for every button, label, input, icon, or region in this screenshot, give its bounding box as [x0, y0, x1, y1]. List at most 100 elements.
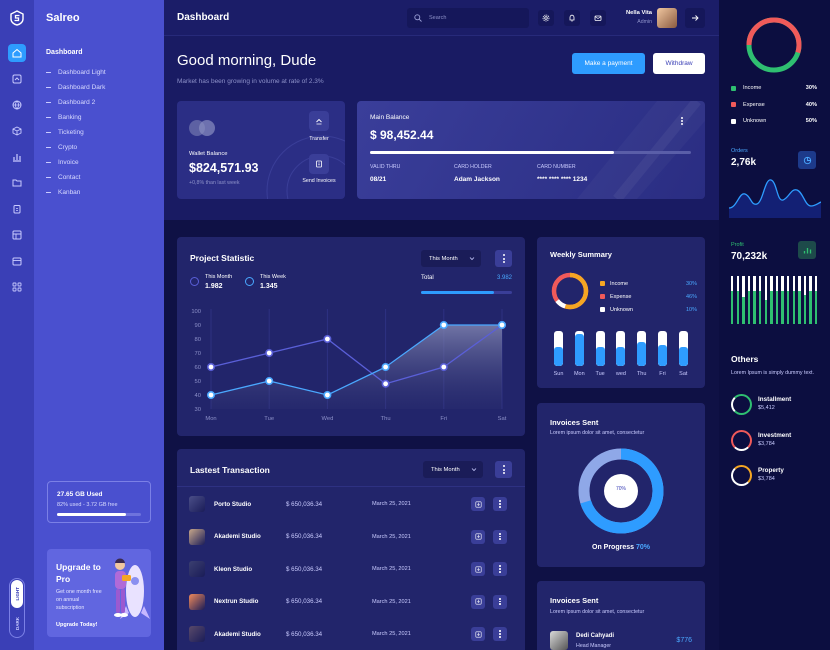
legend-value: 40%	[805, 101, 817, 108]
user-role: Admin	[637, 19, 652, 25]
download-button[interactable]	[471, 562, 485, 576]
others-item-investment[interactable]: Investment $3,784	[731, 430, 821, 454]
sidebar-item-banking[interactable]: Banking	[46, 114, 82, 121]
sidebar-item-label: Kanban	[58, 189, 81, 196]
withdraw-button[interactable]: Withdraw	[653, 53, 705, 74]
weekly-legend-expense: Expense 46%	[600, 290, 697, 303]
legend-value: 30%	[685, 280, 697, 287]
project-menu-button[interactable]	[495, 250, 512, 267]
avatar[interactable]	[657, 8, 677, 28]
project-filter-select[interactable]: This Month	[421, 250, 481, 267]
download-button[interactable]	[471, 594, 485, 609]
sidebar-item-crypto[interactable]: Crypto	[46, 144, 77, 151]
weekly-bar	[595, 331, 605, 366]
transactions-filter-select[interactable]: This Month	[423, 461, 483, 478]
grid-icon[interactable]	[8, 278, 26, 296]
theme-light-option[interactable]: LIGHT	[11, 580, 23, 608]
upgrade-title: Upgrade to Pro	[56, 562, 101, 584]
wallet-label: Wallet Balance	[189, 151, 228, 157]
profit-bar-fill	[798, 290, 801, 324]
sidebar-section-title[interactable]: Dashboard	[46, 49, 83, 56]
globe-icon[interactable]	[8, 96, 26, 114]
sidebar-item-invoice[interactable]: Invoice	[46, 159, 79, 166]
theme-light-label: LIGHT	[14, 587, 20, 601]
wallet-amount: $824,571.93	[189, 161, 259, 175]
balance-menu-button[interactable]	[677, 114, 687, 128]
chart-icon[interactable]	[8, 148, 26, 166]
weekly-day-label: Sun	[553, 371, 564, 377]
table-row[interactable]: Nextrun Studio $ 650,036.34 March 25, 2021	[189, 590, 509, 614]
calendar-icon[interactable]	[8, 252, 26, 270]
weekly-legend: Income 30% Expense 46% Unknown 10%	[600, 277, 697, 316]
brand-name: Salreo	[46, 12, 80, 24]
series-point	[497, 320, 506, 329]
settings-button[interactable]	[538, 10, 554, 26]
download-button[interactable]	[471, 627, 485, 641]
this-week-value: 1.345	[260, 283, 278, 290]
upgrade-desc: Get one month free on annual subscriptio…	[56, 589, 102, 611]
weekly-donut	[551, 272, 589, 310]
transfer-button[interactable]	[309, 111, 329, 131]
folder-icon[interactable]	[8, 174, 26, 192]
this-month-marker	[190, 277, 199, 286]
series-point	[439, 363, 448, 372]
row-menu-button[interactable]	[493, 627, 507, 641]
orders-button[interactable]	[798, 151, 816, 169]
investment-ring	[731, 430, 752, 451]
legend-value: 50%	[805, 118, 817, 125]
profit-button[interactable]	[798, 241, 816, 259]
card-chip-icon	[189, 120, 217, 136]
profit-bar-fill	[781, 290, 784, 324]
row-menu-button[interactable]	[493, 497, 507, 511]
sidebar-item-label: Dashboard Light	[58, 69, 106, 76]
transaction-amount: $ 650,036.34	[286, 565, 323, 573]
download-button[interactable]	[471, 497, 485, 511]
sidebar-item-kanban[interactable]: Kanban	[46, 189, 80, 196]
row-menu-button[interactable]	[493, 594, 507, 609]
others-title: Others	[731, 354, 759, 364]
theme-toggle[interactable]: LIGHT DARK	[9, 578, 25, 638]
row-menu-button[interactable]	[493, 529, 507, 544]
sidebar-item-ticketing[interactable]: Ticketing	[46, 129, 84, 136]
table-row[interactable]: Akademi Studio $ 650,036.34 March 25, 2021	[189, 622, 509, 646]
overview-legend-income: Income 30%	[731, 80, 817, 97]
theme-dark-option[interactable]: DARK	[11, 610, 23, 636]
home-icon[interactable]	[8, 44, 26, 62]
search-input[interactable]: Search	[429, 15, 447, 21]
legend-swatch	[600, 307, 605, 312]
weekly-bar	[678, 331, 688, 366]
legend-label: Expense	[743, 101, 765, 108]
send-invoices-button[interactable]	[309, 154, 329, 174]
storage-bar-fill	[57, 513, 126, 516]
transaction-date: March 25, 2021	[372, 501, 411, 507]
row-menu-button[interactable]	[493, 562, 507, 576]
sidebar-item-dashboard-dark[interactable]: Dashboard Dark	[46, 84, 105, 91]
notifications-button[interactable]	[564, 10, 580, 26]
others-item-installment[interactable]: Installment $5,412	[731, 394, 821, 418]
profit-bar	[809, 276, 812, 324]
table-row[interactable]: Akademi Studio $ 650,036.34 March 25, 2021	[189, 525, 509, 549]
upgrade-link[interactable]: Upgrade Today!	[56, 622, 98, 628]
profit-bar	[742, 276, 745, 324]
cube-icon[interactable]	[8, 122, 26, 140]
storage-bar	[57, 513, 141, 516]
logout-button[interactable]	[685, 8, 705, 28]
apps-icon[interactable]	[8, 70, 26, 88]
others-item-property[interactable]: Property $3,784	[731, 465, 821, 489]
weekly-bar-fill	[616, 346, 626, 366]
series-point	[323, 391, 332, 400]
download-button[interactable]	[471, 529, 485, 544]
search-box[interactable]: Search	[407, 8, 529, 28]
transactions-menu-button[interactable]	[495, 461, 512, 478]
sidebar-item-dashboard-2[interactable]: Dashboard 2	[46, 99, 95, 106]
messages-button[interactable]	[590, 10, 606, 26]
clipboard-icon[interactable]	[8, 200, 26, 218]
sidebar-item-contact[interactable]: Contact	[46, 174, 80, 181]
layout-icon[interactable]	[8, 226, 26, 244]
chevron-down-icon	[471, 468, 477, 472]
make-payment-button[interactable]: Make a payment	[572, 53, 645, 74]
sidebar-item-dashboard-light[interactable]: Dashboard Light	[46, 69, 106, 76]
table-row[interactable]: Kleon Studio $ 650,036.34 March 25, 2021	[189, 557, 509, 581]
invoices-progress: On Progress 70%	[537, 544, 705, 551]
table-row[interactable]: Porto Studio $ 650,036.34 March 25, 2021	[189, 492, 509, 516]
